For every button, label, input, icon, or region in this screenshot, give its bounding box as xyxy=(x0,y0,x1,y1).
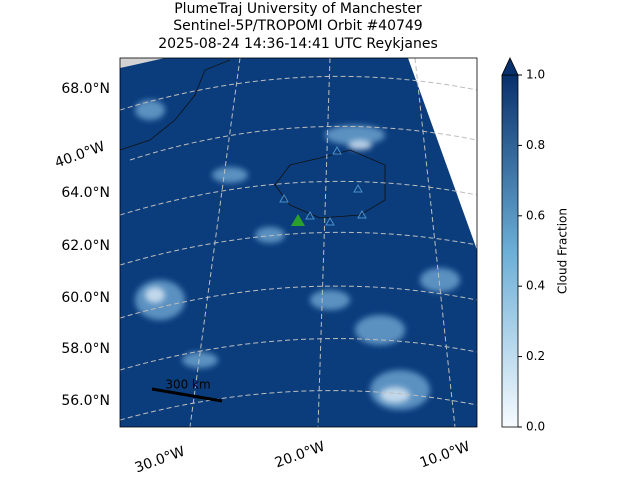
graticule xyxy=(189,58,241,427)
title-line: 2025-08-24 14:36-14:41 UTC Reykjanes xyxy=(158,36,438,52)
colorbar-tick-label: 0.6 xyxy=(526,208,545,222)
graticule xyxy=(120,231,477,266)
lat-label: 58.0°N xyxy=(61,341,110,357)
colorbar-tick-label: 0.8 xyxy=(526,138,545,152)
colorbar-label: Cloud Fraction xyxy=(556,208,570,294)
graticule xyxy=(120,390,477,421)
lat-label: 56.0°N xyxy=(61,393,110,409)
graticule xyxy=(120,180,477,216)
lat-label: 62.0°N xyxy=(61,238,110,254)
graticule xyxy=(317,58,331,427)
scale-bar xyxy=(151,387,223,403)
graticule xyxy=(120,75,477,111)
colorbar-fill xyxy=(501,74,519,428)
graticule xyxy=(129,125,477,161)
scale-bar-label: 300 km xyxy=(165,378,210,392)
graticule xyxy=(120,285,477,319)
lat-label: 60.0°N xyxy=(61,290,110,306)
lon-label: 10.0°W xyxy=(418,439,472,472)
colorbar: 0.0 0.2 0.4 0.6 0.8 1.0 xyxy=(501,57,545,434)
colorbar-extend xyxy=(501,57,519,76)
graticule xyxy=(120,338,477,371)
swath-edge xyxy=(408,58,477,250)
target-volcano xyxy=(291,214,305,226)
volcano-markers xyxy=(279,145,367,226)
title-line: Sentinel-5P/TROPOMI Orbit #40749 xyxy=(173,18,422,34)
lat-label: 68.0°N xyxy=(61,81,110,97)
map-frame xyxy=(119,57,478,428)
colorbar-tick-label: 0.2 xyxy=(526,349,545,363)
lon-label: 20.0°W xyxy=(273,439,327,472)
lon-label: 40.0°W xyxy=(53,139,107,172)
lon-label: 30.0°W xyxy=(133,444,187,477)
graticule xyxy=(414,58,456,427)
bright-cloud xyxy=(145,140,410,403)
map-background xyxy=(120,58,477,427)
colorbar-tick-label: 1.0 xyxy=(526,68,545,82)
map: 300 km xyxy=(120,58,477,427)
lat-label: 64.0°N xyxy=(61,185,110,201)
colorbar-tick-label: 0.4 xyxy=(526,279,545,293)
land-mask xyxy=(120,58,165,68)
title-line: PlumeTraj University of Manchester xyxy=(174,1,422,17)
colorbar-tick-label: 0.0 xyxy=(526,420,545,434)
